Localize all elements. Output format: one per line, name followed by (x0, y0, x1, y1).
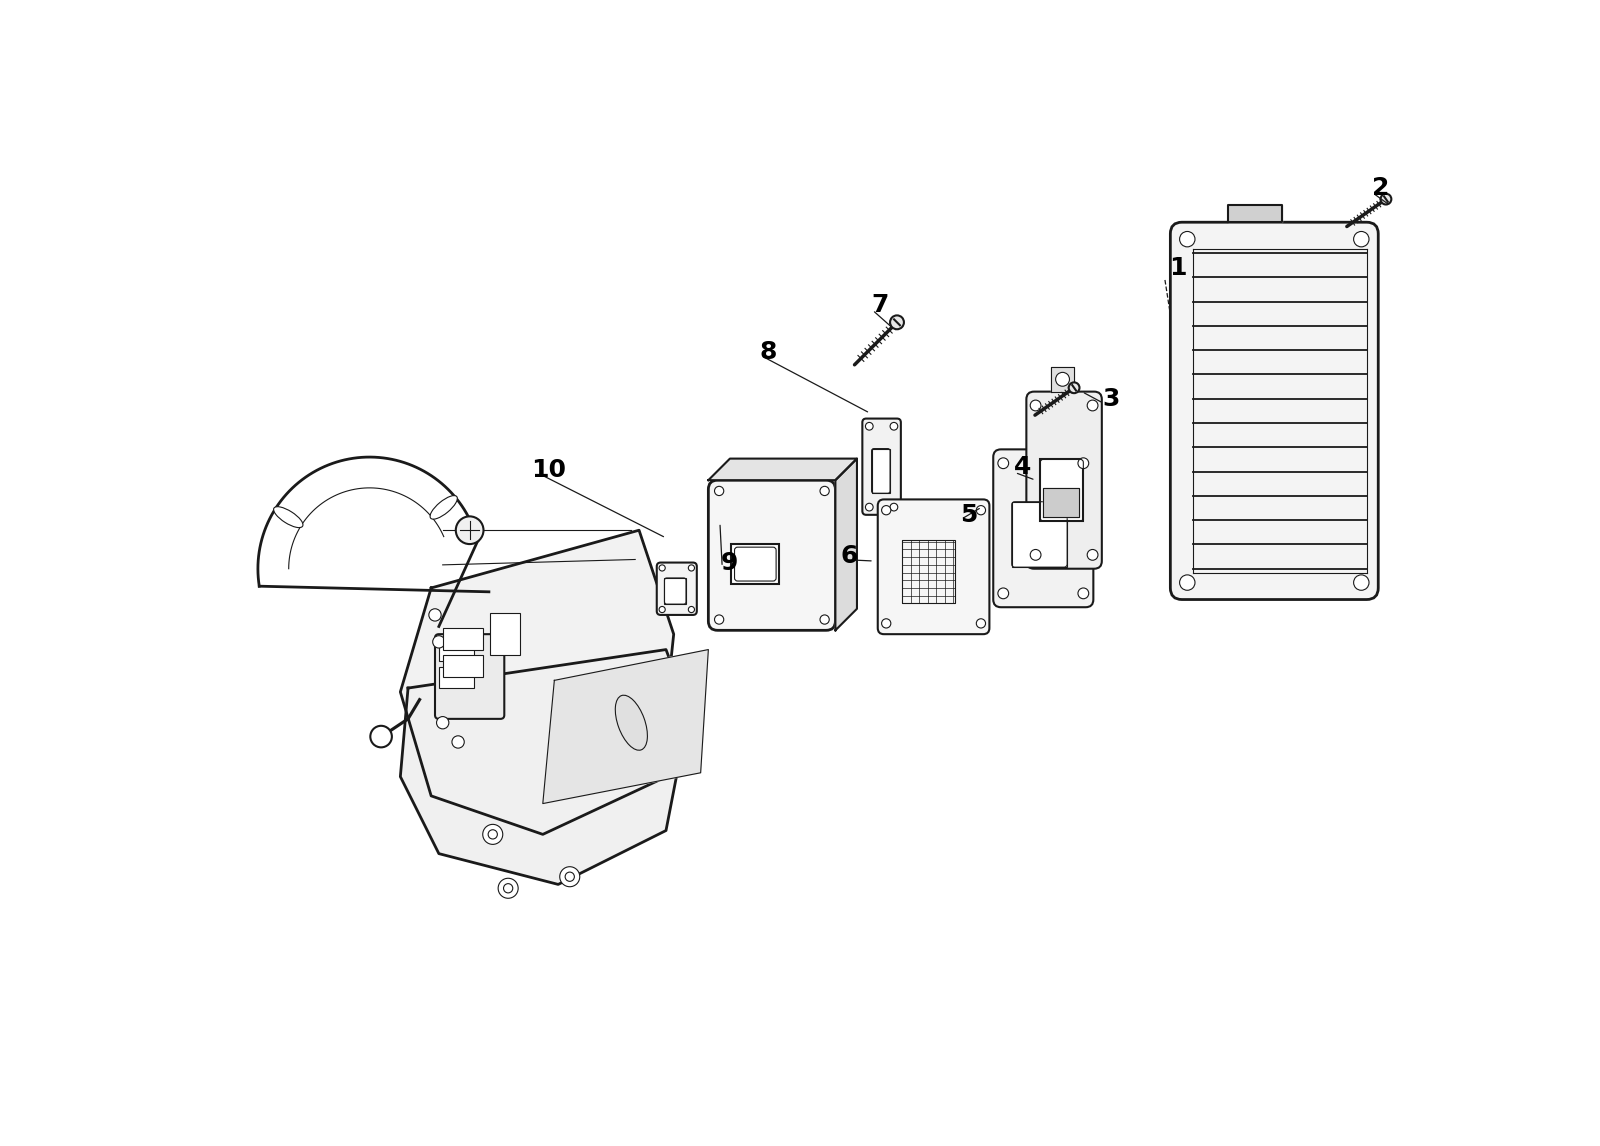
FancyBboxPatch shape (1170, 222, 1378, 599)
Circle shape (1056, 372, 1069, 386)
FancyBboxPatch shape (994, 449, 1093, 607)
Text: 3: 3 (1102, 387, 1120, 411)
Bar (731, 544, 779, 584)
Circle shape (688, 606, 694, 613)
Circle shape (1354, 575, 1370, 590)
Text: 7: 7 (872, 293, 888, 317)
Polygon shape (400, 650, 690, 885)
Polygon shape (1043, 488, 1078, 517)
Circle shape (1381, 194, 1392, 204)
Circle shape (998, 588, 1008, 598)
Circle shape (488, 830, 498, 839)
Ellipse shape (430, 495, 458, 519)
Circle shape (659, 606, 666, 613)
Bar (443, 656, 483, 676)
Circle shape (1179, 575, 1195, 590)
Polygon shape (1051, 367, 1074, 392)
Circle shape (1086, 400, 1098, 411)
Circle shape (560, 866, 579, 887)
Circle shape (976, 505, 986, 515)
Bar (438, 667, 474, 688)
Circle shape (866, 503, 874, 511)
Circle shape (1086, 549, 1098, 560)
Text: 8: 8 (760, 339, 778, 363)
Bar (1011, 502, 1067, 567)
FancyBboxPatch shape (1026, 392, 1102, 568)
Circle shape (688, 565, 694, 571)
Circle shape (1069, 383, 1080, 393)
Circle shape (819, 486, 829, 495)
Circle shape (882, 505, 891, 515)
Circle shape (432, 636, 445, 647)
FancyBboxPatch shape (435, 634, 504, 719)
Circle shape (1078, 588, 1088, 598)
FancyBboxPatch shape (878, 500, 989, 634)
Text: 4: 4 (1014, 455, 1030, 479)
Circle shape (1179, 231, 1195, 246)
Circle shape (483, 824, 502, 845)
Circle shape (998, 458, 1008, 469)
Polygon shape (1229, 205, 1282, 222)
Circle shape (1030, 549, 1042, 560)
Text: 5: 5 (960, 503, 978, 527)
Ellipse shape (616, 696, 648, 751)
Polygon shape (542, 650, 709, 803)
Circle shape (437, 716, 450, 729)
Circle shape (498, 878, 518, 898)
Circle shape (429, 609, 442, 621)
Text: 1: 1 (1170, 257, 1187, 281)
Circle shape (819, 615, 829, 625)
Circle shape (1354, 231, 1370, 246)
Text: 9: 9 (722, 551, 739, 575)
Bar (872, 448, 890, 493)
Bar (1040, 460, 1083, 521)
Circle shape (882, 619, 891, 628)
Circle shape (504, 884, 512, 893)
Circle shape (451, 736, 464, 748)
Circle shape (890, 503, 898, 511)
Circle shape (456, 517, 483, 544)
Polygon shape (709, 458, 858, 480)
Circle shape (866, 423, 874, 430)
Circle shape (976, 619, 986, 628)
Bar (443, 628, 483, 650)
Circle shape (565, 872, 574, 881)
Bar (902, 540, 955, 604)
Polygon shape (400, 531, 674, 834)
Circle shape (715, 615, 723, 625)
Bar (491, 613, 520, 656)
Text: 2: 2 (1371, 175, 1389, 199)
Text: 6: 6 (840, 543, 858, 567)
Bar (438, 639, 474, 661)
Bar (664, 578, 686, 604)
Circle shape (1030, 400, 1042, 411)
FancyBboxPatch shape (656, 563, 698, 615)
Circle shape (890, 315, 904, 329)
FancyBboxPatch shape (862, 418, 901, 515)
Polygon shape (835, 458, 858, 630)
Circle shape (1078, 458, 1088, 469)
Text: 10: 10 (531, 458, 566, 482)
Circle shape (890, 423, 898, 430)
Ellipse shape (274, 507, 302, 527)
FancyBboxPatch shape (709, 480, 835, 630)
Circle shape (715, 486, 723, 495)
Circle shape (659, 565, 666, 571)
Circle shape (370, 725, 392, 747)
